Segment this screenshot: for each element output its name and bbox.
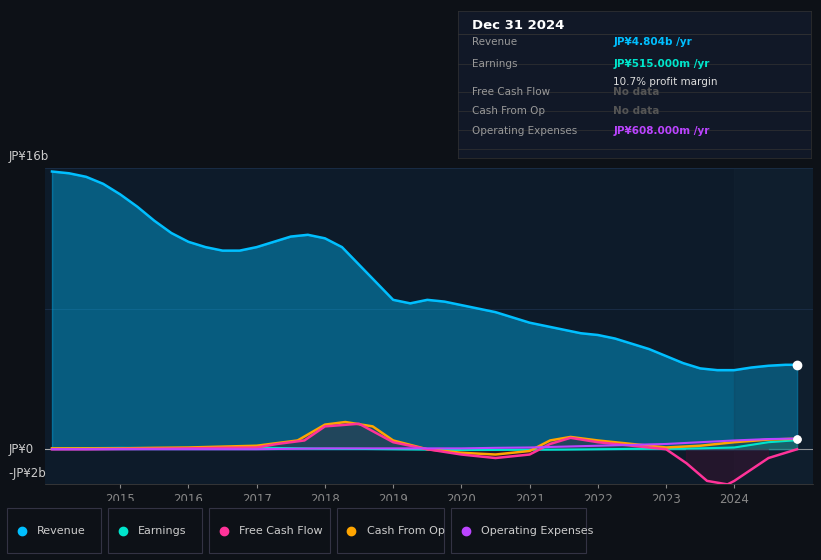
Text: Earnings: Earnings [472, 59, 518, 69]
Text: Operating Expenses: Operating Expenses [472, 125, 577, 136]
Text: JP¥16b: JP¥16b [8, 150, 48, 164]
Text: Revenue: Revenue [37, 526, 85, 535]
Text: Free Cash Flow: Free Cash Flow [472, 87, 550, 97]
Text: JP¥0: JP¥0 [8, 443, 34, 456]
Text: Free Cash Flow: Free Cash Flow [239, 526, 323, 535]
Text: -JP¥2b: -JP¥2b [8, 466, 46, 480]
Text: Operating Expenses: Operating Expenses [481, 526, 594, 535]
Text: No data: No data [613, 87, 660, 97]
Text: Cash From Op: Cash From Op [367, 526, 445, 535]
Text: No data: No data [613, 106, 660, 116]
Bar [734, 168, 821, 484]
Text: 10.7% profit margin: 10.7% profit margin [613, 77, 718, 87]
Text: Earnings: Earnings [138, 526, 186, 535]
Text: Cash From Op: Cash From Op [472, 106, 545, 116]
Text: JP¥515.000m /yr: JP¥515.000m /yr [613, 59, 710, 69]
Text: Dec 31 2024: Dec 31 2024 [472, 20, 565, 32]
Text: JP¥4.804b /yr: JP¥4.804b /yr [613, 37, 692, 47]
Text: Revenue: Revenue [472, 37, 517, 47]
Text: JP¥608.000m /yr: JP¥608.000m /yr [613, 125, 710, 136]
